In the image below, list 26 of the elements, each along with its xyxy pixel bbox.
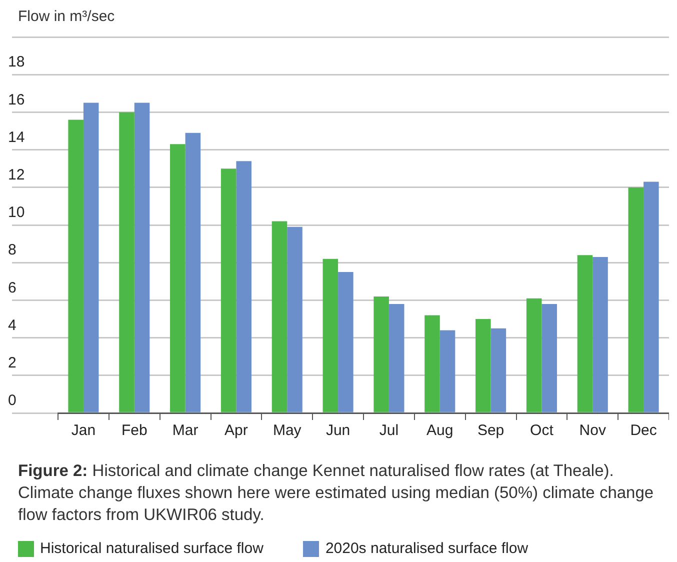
y-tick-label: 2 [8, 354, 16, 372]
y-tick-label: 8 [8, 242, 16, 259]
y-tick-label: 12 [8, 166, 25, 184]
x-tick-label: Jan [71, 422, 96, 440]
x-tick-label: Sep [477, 422, 504, 440]
x-tick-label: Feb [121, 422, 148, 440]
y-tick-label: 6 [8, 279, 16, 296]
x-tick-label: May [272, 422, 302, 440]
legend-label: 2020s naturalised surface flow [325, 540, 528, 557]
x-tick-label: Nov [579, 422, 606, 440]
x-tick-label: Apr [224, 422, 248, 440]
x-tick-label: Jun [326, 422, 350, 440]
caption: Figure 2: Historical and climate change Kennet naturalised flow rates (at Theale). Climate change fluxes shown here were estimated using median (50%) climate change flow factors from UKWIR06 study. [18, 462, 654, 524]
x-tick-label: Oct [530, 422, 554, 440]
y-tick-label: 16 [8, 91, 25, 108]
y-tick-label: 4 [8, 316, 16, 334]
x-tick-label: Mar [172, 422, 198, 440]
x-tick-label: Dec [630, 422, 658, 440]
y-axis-title: Flow in m³/sec [18, 8, 116, 25]
y-tick-label: 14 [8, 128, 25, 146]
y-tick-label: 0 [8, 392, 16, 410]
y-tick-label: 18 [8, 54, 25, 71]
legend-label: Historical naturalised surface flow [40, 540, 264, 557]
x-tick-label: Aug [426, 422, 454, 440]
x-tick-label: Jul [379, 422, 399, 440]
y-tick-label: 10 [8, 204, 25, 222]
